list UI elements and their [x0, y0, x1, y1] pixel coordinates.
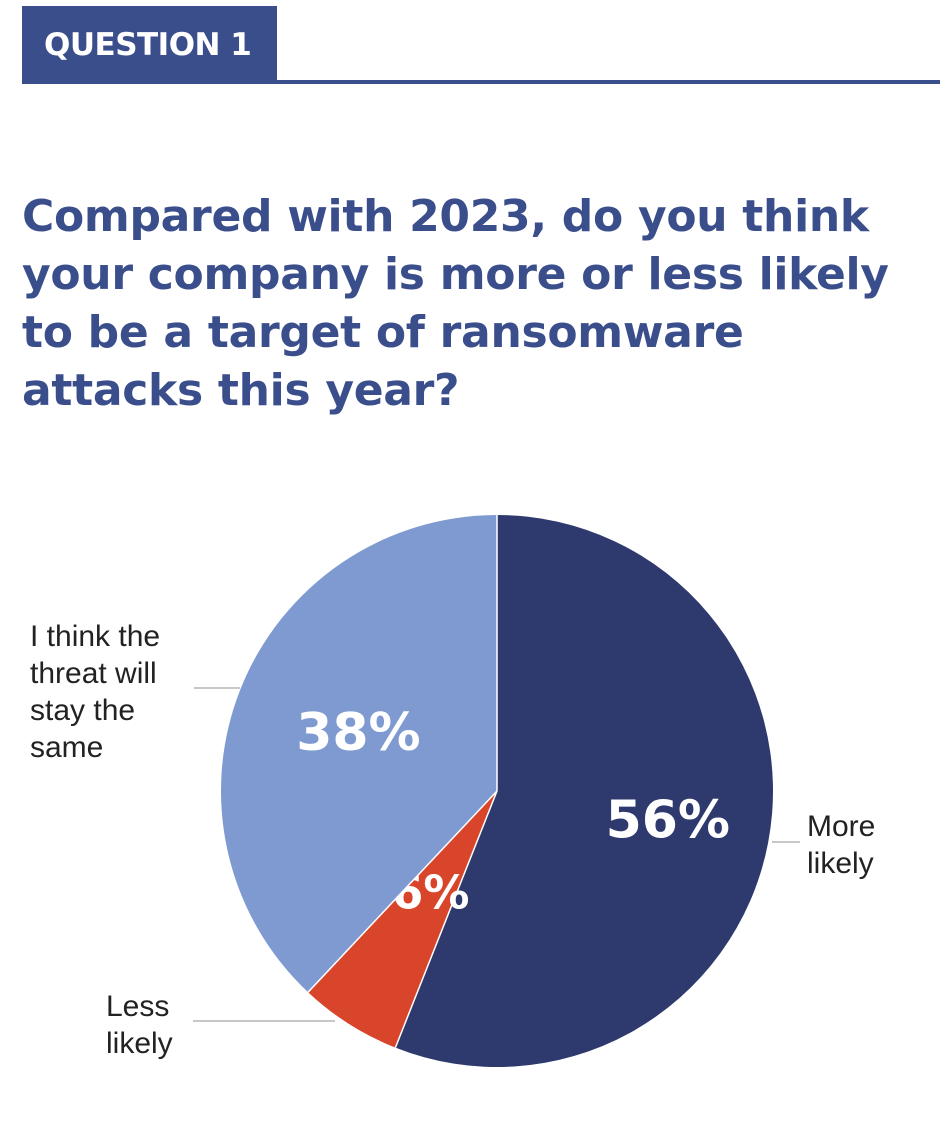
slice-separator: [307, 790, 498, 993]
slice-category-label-i-think-the-threat-will-stay-the-same: I think the threat will stay the same: [30, 620, 160, 764]
slice-value-label-i-think-the-threat-will-stay-the-same: 38%: [296, 703, 420, 763]
slice-separator: [394, 790, 498, 1048]
slice-category-label-more-likely: More likely: [807, 810, 875, 880]
slice-value-label-more-likely: 56%: [606, 791, 730, 851]
pie-slice-i-think-the-threat-will-stay-the-same: [221, 515, 498, 993]
pie-slice-less-likely: [308, 791, 497, 1048]
question-badge: QUESTION 1: [22, 6, 277, 83]
question-title: Compared with 2023, do you think your co…: [22, 191, 889, 416]
question-badge-label: QUESTION 1: [44, 26, 252, 63]
slice-category-label-less-likely: Less likely: [106, 990, 173, 1060]
pie-slice-more-likely: [395, 515, 773, 1067]
header-divider: [22, 80, 940, 84]
